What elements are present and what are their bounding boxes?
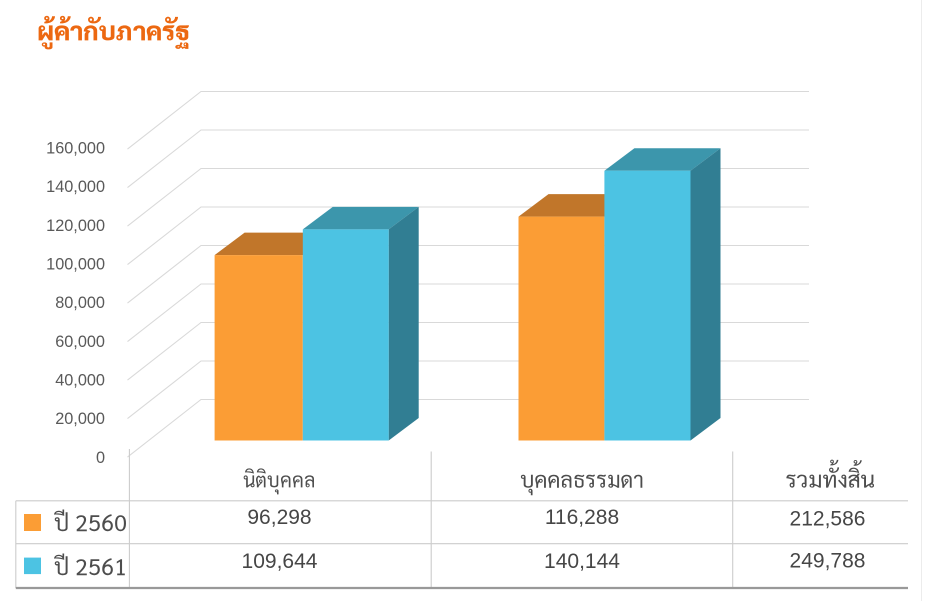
svg-text:60,000: 60,000 — [55, 333, 105, 351]
svg-text:0: 0 — [96, 449, 105, 467]
svg-text:96,298: 96,298 — [247, 506, 311, 529]
svg-text:160,000: 160,000 — [46, 139, 105, 157]
svg-text:40,000: 40,000 — [55, 371, 105, 389]
svg-text:120,000: 120,000 — [46, 217, 105, 235]
svg-text:140,000: 140,000 — [46, 178, 105, 196]
svg-text:80,000: 80,000 — [55, 294, 105, 312]
svg-text:100,000: 100,000 — [46, 255, 105, 273]
svg-text:249,788: 249,788 — [790, 550, 866, 573]
svg-text:109,644: 109,644 — [242, 550, 318, 573]
svg-text:116,288: 116,288 — [545, 506, 619, 529]
svg-text:140,144: 140,144 — [544, 550, 620, 573]
svg-text:212,586: 212,586 — [790, 507, 866, 530]
svg-text:20,000: 20,000 — [55, 410, 105, 428]
